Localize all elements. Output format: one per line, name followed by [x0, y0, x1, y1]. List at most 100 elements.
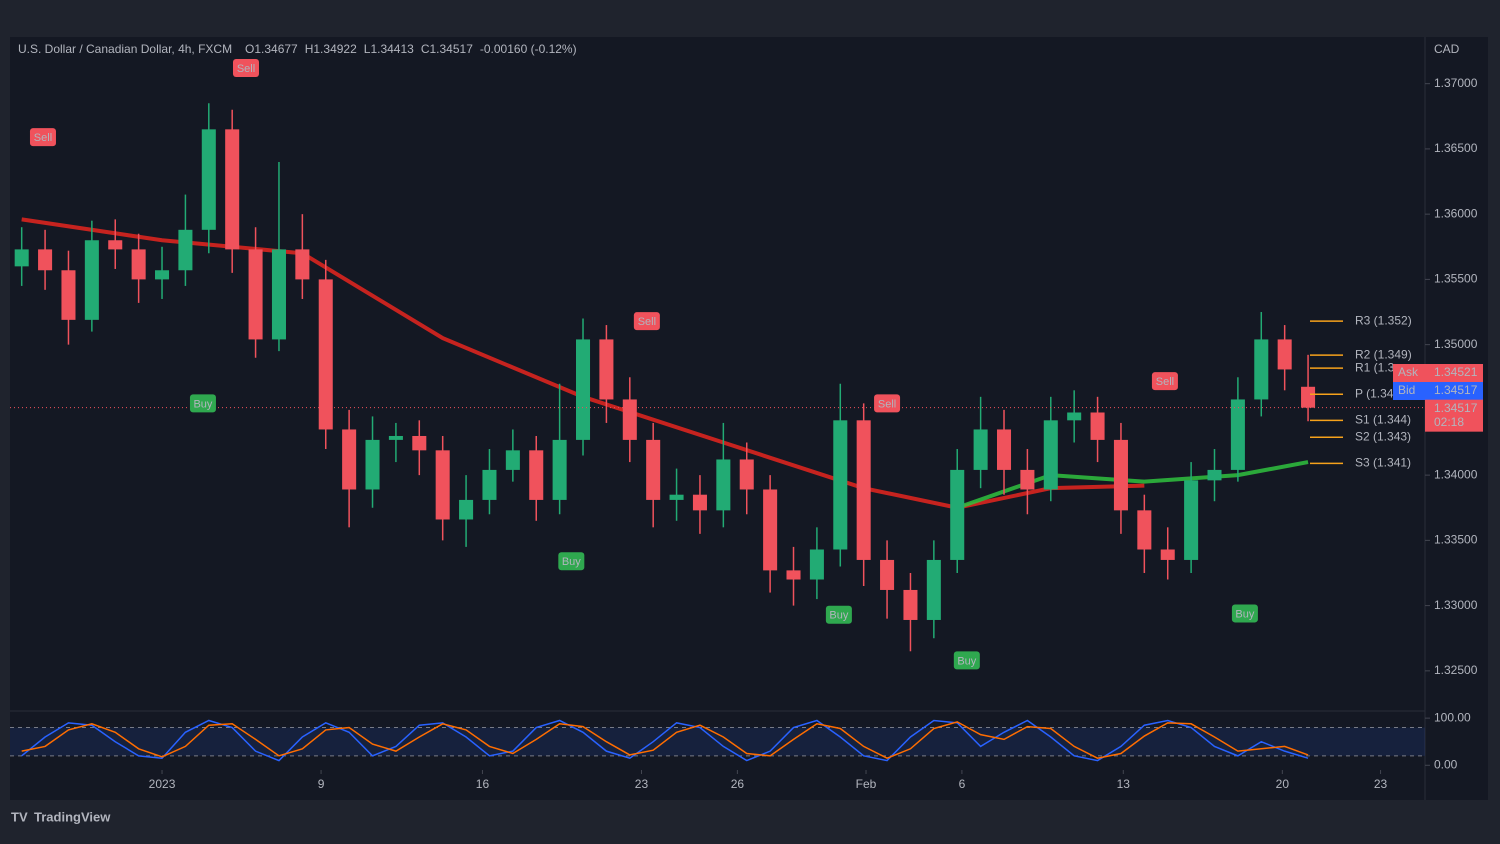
x-tick-label: 23 [635, 777, 649, 791]
osc-line [21, 719, 1309, 762]
signal-label: Buy [562, 556, 581, 568]
x-tick-label: 16 [476, 777, 490, 791]
signal-label: Sell [878, 398, 896, 410]
candle-body [973, 429, 988, 470]
candle-body [833, 420, 848, 550]
signal-label: Sell [638, 316, 656, 328]
candle-body [84, 240, 99, 320]
osc-line [21, 721, 1309, 760]
price-tag [1425, 399, 1483, 432]
signal-badge [825, 605, 852, 624]
candle-body [950, 469, 965, 560]
signal-label: Buy [193, 398, 212, 410]
candle-body [880, 559, 895, 590]
candle-body [342, 429, 357, 490]
candle-body [1067, 412, 1082, 421]
candle-body [903, 589, 918, 620]
candle-body [225, 129, 240, 250]
signal-badge [29, 128, 56, 147]
moving-average [956, 460, 1309, 510]
ohlc-item: L1.34413 [364, 42, 414, 56]
quote-value: 1.34521 [1434, 365, 1478, 379]
x-tick-label: 2023 [149, 777, 176, 791]
candle-body [926, 559, 941, 620]
candle-body [482, 469, 497, 500]
candle-body [412, 435, 427, 451]
countdown: 02:18 [1434, 415, 1464, 429]
pivot-label: S1 (1.344) [1355, 412, 1411, 426]
candle-body [388, 435, 403, 440]
candle-body [318, 279, 333, 430]
candle-body [1113, 439, 1128, 511]
signal-badge [232, 59, 259, 78]
candle-body [1207, 469, 1222, 481]
ohlc-item: C1.34517 [421, 42, 473, 56]
candle-body [1184, 480, 1199, 560]
signal-label: Buy [829, 610, 848, 622]
candle-body [856, 420, 871, 560]
quote-tag [1393, 382, 1483, 400]
ohlc-item: H1.34922 [305, 42, 357, 56]
x-tick-label: 9 [318, 777, 325, 791]
ohlc-item: -0.00160 (-0.12%) [480, 42, 577, 56]
candle-body [108, 240, 123, 250]
candle-body [1230, 399, 1245, 470]
x-tick-label: 13 [1117, 777, 1131, 791]
signal-badge [558, 552, 585, 571]
candle-body [692, 494, 707, 511]
candle-body [155, 270, 170, 280]
pivot-label: R1 (1.3 [1355, 360, 1395, 374]
x-tick-label: 6 [959, 777, 966, 791]
candle-body [669, 494, 684, 500]
y-tick-label: 1.34000 [1434, 467, 1478, 481]
signal-badge [874, 394, 901, 413]
price-tag-value: 1.34517 [1434, 401, 1478, 415]
candle-body [271, 249, 286, 340]
candle-body [1043, 420, 1058, 490]
quote-tag [1393, 364, 1483, 382]
signal-badge [633, 312, 660, 331]
candle-body [1254, 339, 1269, 400]
candle-body [1137, 510, 1152, 550]
candle-body [1020, 469, 1035, 490]
candle-body [763, 489, 778, 571]
quote-label: Bid [1398, 383, 1415, 397]
candle-body [365, 439, 380, 490]
candle-body [178, 229, 193, 271]
candle-body [1160, 549, 1175, 560]
signal-badge [953, 651, 980, 670]
candle-body [38, 249, 53, 271]
x-tick-label: Feb [856, 777, 877, 791]
x-tick-label: 20 [1276, 777, 1290, 791]
candle-body [505, 450, 520, 470]
signal-label: Sell [237, 63, 255, 75]
signal-label: Buy [957, 655, 976, 667]
candle-body [1277, 339, 1292, 370]
quote-value: 1.34517 [1434, 383, 1478, 397]
candle-body [248, 249, 263, 340]
candle-body [599, 339, 614, 400]
brand-logo: TV [11, 809, 28, 824]
candle-body [201, 129, 216, 230]
signal-badge [1151, 372, 1178, 391]
quote-label: Ask [1398, 365, 1419, 379]
y-tick-label: 1.36500 [1434, 141, 1478, 155]
y-tick-label: 1.33000 [1434, 598, 1478, 612]
candle-body [1090, 412, 1105, 440]
candle-body [529, 450, 544, 500]
candle-body [996, 429, 1012, 470]
pivot-label: P (1.34 [1355, 386, 1394, 400]
pivot-label: S3 (1.341) [1355, 456, 1411, 470]
candle-body [622, 399, 637, 440]
pivot-label: R2 (1.349) [1355, 347, 1412, 361]
candle-body [1301, 386, 1316, 408]
y-tick-label: 1.35000 [1434, 337, 1478, 351]
y-tick-label: 1.32500 [1434, 663, 1478, 677]
ohlc-item: O1.34677 [245, 42, 298, 56]
y-tick-label: 1.33500 [1434, 533, 1478, 547]
brand[interactable]: TradingView [34, 809, 111, 824]
candle-body [459, 499, 474, 520]
candle-body [739, 459, 754, 490]
y-tick-label: 1.35500 [1434, 272, 1478, 286]
